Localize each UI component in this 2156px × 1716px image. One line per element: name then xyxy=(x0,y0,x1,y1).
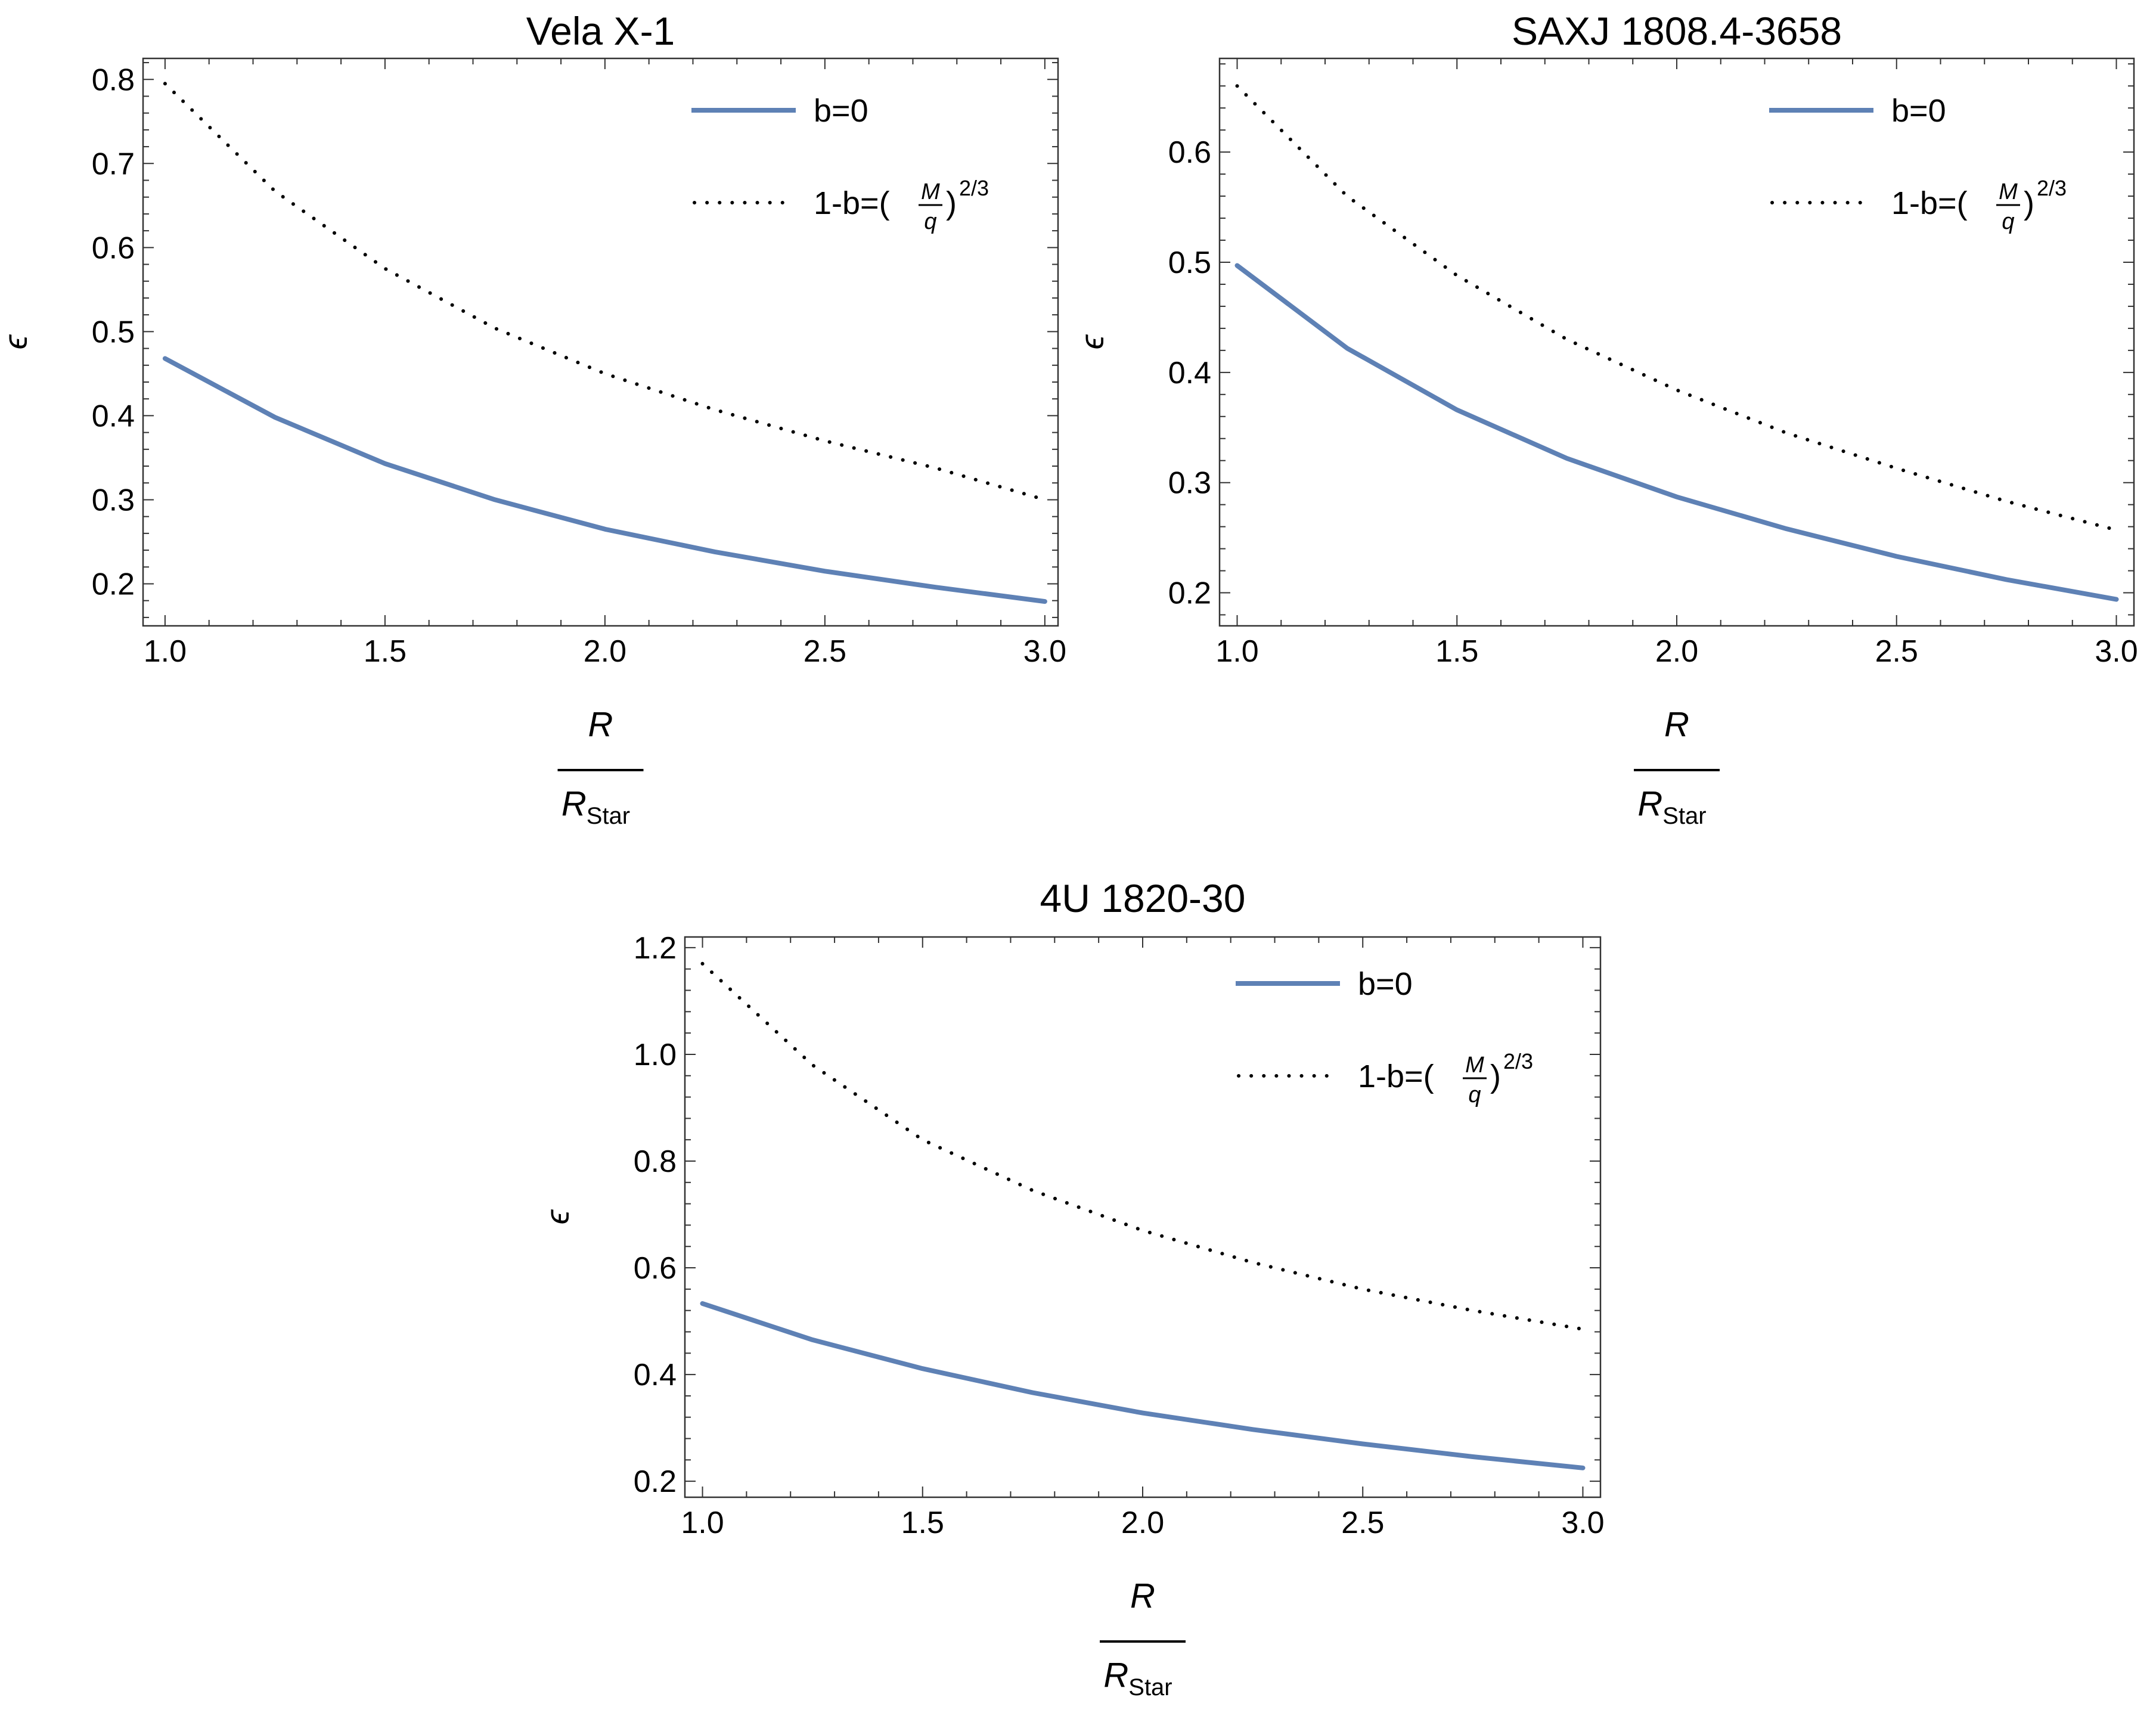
x-tick-label: 3.0 xyxy=(2095,634,2138,669)
data-point xyxy=(1346,195,1348,197)
x-tick-label: 2.5 xyxy=(1875,634,1918,669)
x-tick-label: 2.0 xyxy=(584,634,626,669)
series-line-dotted xyxy=(163,82,1047,502)
x-tick-label: 2.5 xyxy=(1341,1506,1384,1540)
chart-title: SAXJ 1808.4-3658 xyxy=(1512,9,1842,53)
legend-exponent: 2/3 xyxy=(1503,1049,1533,1073)
x-axis-label-numerator: R xyxy=(588,705,613,744)
x-tick-label: 1.5 xyxy=(364,634,407,669)
y-tick-label: 0.2 xyxy=(634,1464,677,1499)
x-tick-label: 1.5 xyxy=(901,1506,944,1540)
legend-frac-denominator: q xyxy=(2002,209,2014,234)
legend-label-dotted-suffix: ) xyxy=(1490,1059,1501,1094)
y-tick-label: 0.2 xyxy=(92,567,135,601)
series-line-solid xyxy=(162,356,1047,604)
series-line-solid xyxy=(700,1301,1586,1470)
legend-label-dotted-suffix: ) xyxy=(2024,185,2034,221)
y-tick-label: 0.3 xyxy=(1168,466,1211,501)
data-point xyxy=(1141,1229,1144,1231)
y-tick-label: 0.2 xyxy=(1168,576,1211,611)
y-tick-label: 1.2 xyxy=(634,931,677,966)
data-point xyxy=(2005,500,2008,502)
chart-title: Vela X-1 xyxy=(526,9,675,53)
y-axis-label: ϵ xyxy=(1073,334,1110,349)
x-tick-label: 1.0 xyxy=(1215,634,1258,669)
data-point xyxy=(604,373,606,375)
legend-label-solid: b=0 xyxy=(814,93,868,129)
y-tick-label: 0.6 xyxy=(634,1251,677,1286)
data-point xyxy=(922,1138,924,1141)
data-point xyxy=(824,440,826,442)
legend-label-dotted-suffix: ) xyxy=(946,185,957,221)
data-point xyxy=(1044,498,1046,501)
y-tick-label: 0.5 xyxy=(92,315,135,349)
legend-label-solid: b=0 xyxy=(1358,966,1413,1002)
legend-frac-numerator: M xyxy=(1465,1053,1484,1078)
y-axis-label: ϵ xyxy=(538,1209,576,1224)
x-axis-label-denominator: RStar xyxy=(1103,1656,1172,1701)
series-line-dotted xyxy=(1235,84,2118,532)
y-tick-label: 0.7 xyxy=(92,147,135,181)
legend-exponent: 2/3 xyxy=(959,176,989,200)
x-tick-label: 1.0 xyxy=(144,634,187,669)
y-tick-label: 0.4 xyxy=(92,399,135,433)
legend-exponent: 2/3 xyxy=(2037,176,2067,200)
chart-panel-vela-x1: Vela X-1 1.0 1.5 2.0 2.5 3.0 0.2 0.3 0.4 0.5 0.6 0.… xyxy=(0,9,1066,829)
legend-label-dotted-prefix: 1-b=( xyxy=(1358,1059,1434,1094)
y-tick-label: 0.5 xyxy=(1168,246,1211,280)
y-tick-label: 0.3 xyxy=(92,483,135,517)
legend-frac-denominator: q xyxy=(1468,1082,1481,1107)
x-axis-label-numerator: R xyxy=(1664,705,1689,744)
x-axis-label-numerator: R xyxy=(1130,1577,1155,1615)
x-tick-label: 2.5 xyxy=(804,634,846,669)
x-tick-label: 1.0 xyxy=(681,1506,724,1540)
legend-frac-denominator: q xyxy=(924,209,936,234)
x-axis-label-denominator: RStar xyxy=(1637,784,1706,829)
data-point xyxy=(714,409,716,411)
y-tick-label: 0.8 xyxy=(92,63,135,97)
plot-frame xyxy=(1218,57,2135,627)
data-point xyxy=(2115,529,2118,531)
x-tick-label: 3.0 xyxy=(1561,1506,1604,1540)
data-point xyxy=(1566,338,1568,340)
y-tick-label: 0.6 xyxy=(92,231,135,265)
data-point xyxy=(1581,1328,1584,1330)
legend-label-dotted-prefix: 1-b=( xyxy=(1891,185,1968,221)
series-line-dotted xyxy=(700,961,1585,1331)
data-point xyxy=(933,467,936,469)
x-tick-label: 2.0 xyxy=(1121,1506,1164,1540)
chart-panel-saxj-1808: SAXJ 1808.4-3658 1.0 1.5 2.0 2.5 3.0 0.2 0.3 0.4… xyxy=(1073,9,2138,829)
data-point xyxy=(1361,1288,1364,1290)
y-axis-label: ϵ xyxy=(0,334,34,349)
y-tick-label: 0.4 xyxy=(634,1358,677,1392)
y-tick-label: 0.8 xyxy=(634,1144,677,1179)
data-point xyxy=(1896,467,1898,470)
series-line-solid xyxy=(1234,263,2119,602)
legend-frac-numerator: M xyxy=(921,179,940,204)
y-tick-label: 0.6 xyxy=(1168,135,1211,170)
x-tick-label: 1.5 xyxy=(1435,634,1478,669)
data-point xyxy=(1472,1310,1474,1312)
legend-label-dotted-prefix: 1-b=( xyxy=(814,185,890,221)
x-axis-label-denominator: RStar xyxy=(562,784,630,829)
x-tick-label: 3.0 xyxy=(1023,634,1066,669)
plot-frame xyxy=(142,57,1059,627)
data-point xyxy=(1252,1261,1254,1264)
data-point xyxy=(1785,432,1788,435)
y-tick-label: 0.4 xyxy=(1168,356,1211,390)
legend-label-solid: b=0 xyxy=(1891,93,1946,129)
x-tick-label: 2.0 xyxy=(1655,634,1698,669)
legend-frac-numerator: M xyxy=(1999,179,2018,204)
chart-title: 4U 1820-30 xyxy=(1040,876,1246,920)
y-tick-label: 1.0 xyxy=(634,1038,677,1072)
chart-panel-4u-1820: 4U 1820-30 1.0 1.5 2.0 2.5 3.0 0.2 0.4 0.6 0.8 1.0… xyxy=(538,876,1605,1701)
